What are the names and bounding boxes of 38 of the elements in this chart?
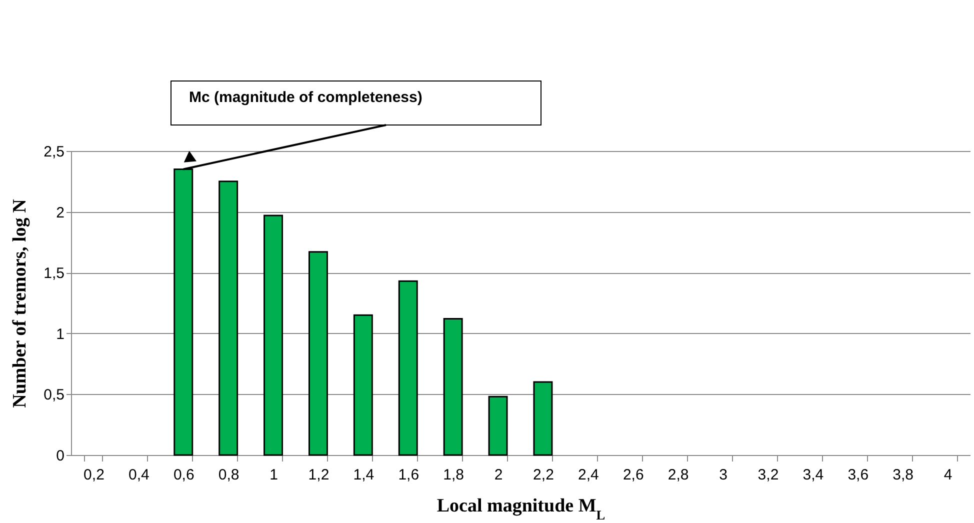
y-tick-label: 0,5 [44,386,64,404]
x-tick-label: 3,2 [758,466,779,484]
x-axis-title: Local magnitude M$_{L}$ [436,496,606,522]
y-tick-label: 1,5 [44,265,64,282]
bar [264,214,284,456]
y-axis-title: Number of tremors, log N [10,198,31,408]
annotation: Mc (magnitude of completeness) [189,89,422,106]
x-tick-label: 0,6 [173,466,194,484]
x-tick-label: 3,6 [848,466,869,484]
bar [353,314,373,456]
y-tick-label: 2 [56,204,64,222]
x-tick-label: 1 [270,466,278,484]
x-tick-label: 4 [944,466,952,484]
x-tick-label: 3,4 [802,466,824,484]
bar [488,396,508,456]
x-tick-label: 2,4 [578,466,599,484]
x-tick-label: 1,6 [398,466,420,484]
bar [308,251,328,456]
x-tick-label: 0,4 [128,466,150,484]
x-tick-label: 1,2 [308,466,330,484]
y-tick-label: 1 [56,326,64,343]
x-tick-label: 2,2 [533,466,554,484]
x-tick-label: 2 [494,466,503,484]
x-tick-label: 1,8 [443,466,464,484]
x-tick-label: 3 [719,466,728,484]
y-tick-label: 0 [56,448,64,464]
x-tick-label: 2,6 [622,466,644,484]
bar [443,318,463,456]
x-tick-label: 0,2 [84,466,104,484]
bar [533,381,553,456]
y-tick-label: 2,5 [44,144,64,160]
bar [398,280,418,456]
x-tick-label: 0,8 [218,466,240,484]
bar [218,180,238,456]
x-tick-label: 3,8 [892,466,914,484]
bar [174,168,194,456]
x-tick-label: 1,4 [353,466,374,484]
x-tick-label: 2,8 [668,466,689,484]
